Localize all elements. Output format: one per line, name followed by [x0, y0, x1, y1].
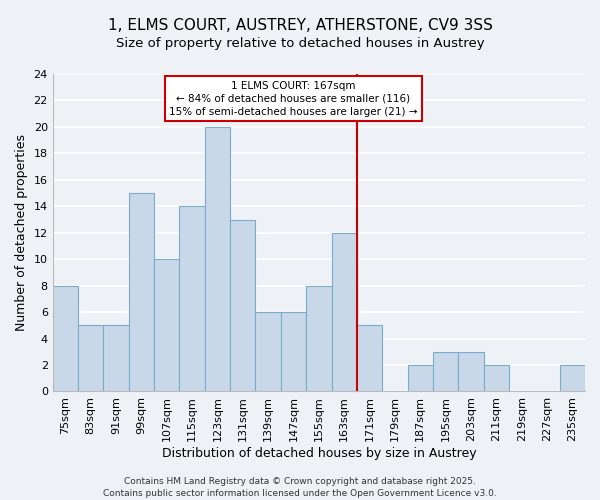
Bar	[179, 206, 205, 392]
Bar	[154, 259, 179, 392]
Text: Size of property relative to detached houses in Austrey: Size of property relative to detached ho…	[116, 38, 484, 51]
Y-axis label: Number of detached properties: Number of detached properties	[15, 134, 28, 331]
Bar	[281, 312, 306, 392]
X-axis label: Distribution of detached houses by size in Austrey: Distribution of detached houses by size …	[161, 447, 476, 460]
Text: 1, ELMS COURT, AUSTREY, ATHERSTONE, CV9 3SS: 1, ELMS COURT, AUSTREY, ATHERSTONE, CV9 …	[107, 18, 493, 32]
Bar	[53, 286, 78, 392]
Text: 1 ELMS COURT: 167sqm
← 84% of detached houses are smaller (116)
15% of semi-deta: 1 ELMS COURT: 167sqm ← 84% of detached h…	[169, 80, 418, 117]
Bar	[230, 220, 256, 392]
Bar	[560, 365, 585, 392]
Bar	[458, 352, 484, 392]
Text: Contains HM Land Registry data © Crown copyright and database right 2025.
Contai: Contains HM Land Registry data © Crown c…	[103, 476, 497, 498]
Bar	[256, 312, 281, 392]
Bar	[332, 232, 357, 392]
Bar	[205, 127, 230, 392]
Bar	[433, 352, 458, 392]
Bar	[484, 365, 509, 392]
Bar	[357, 326, 382, 392]
Bar	[129, 193, 154, 392]
Bar	[103, 326, 129, 392]
Bar	[78, 326, 103, 392]
Bar	[306, 286, 332, 392]
Bar	[407, 365, 433, 392]
